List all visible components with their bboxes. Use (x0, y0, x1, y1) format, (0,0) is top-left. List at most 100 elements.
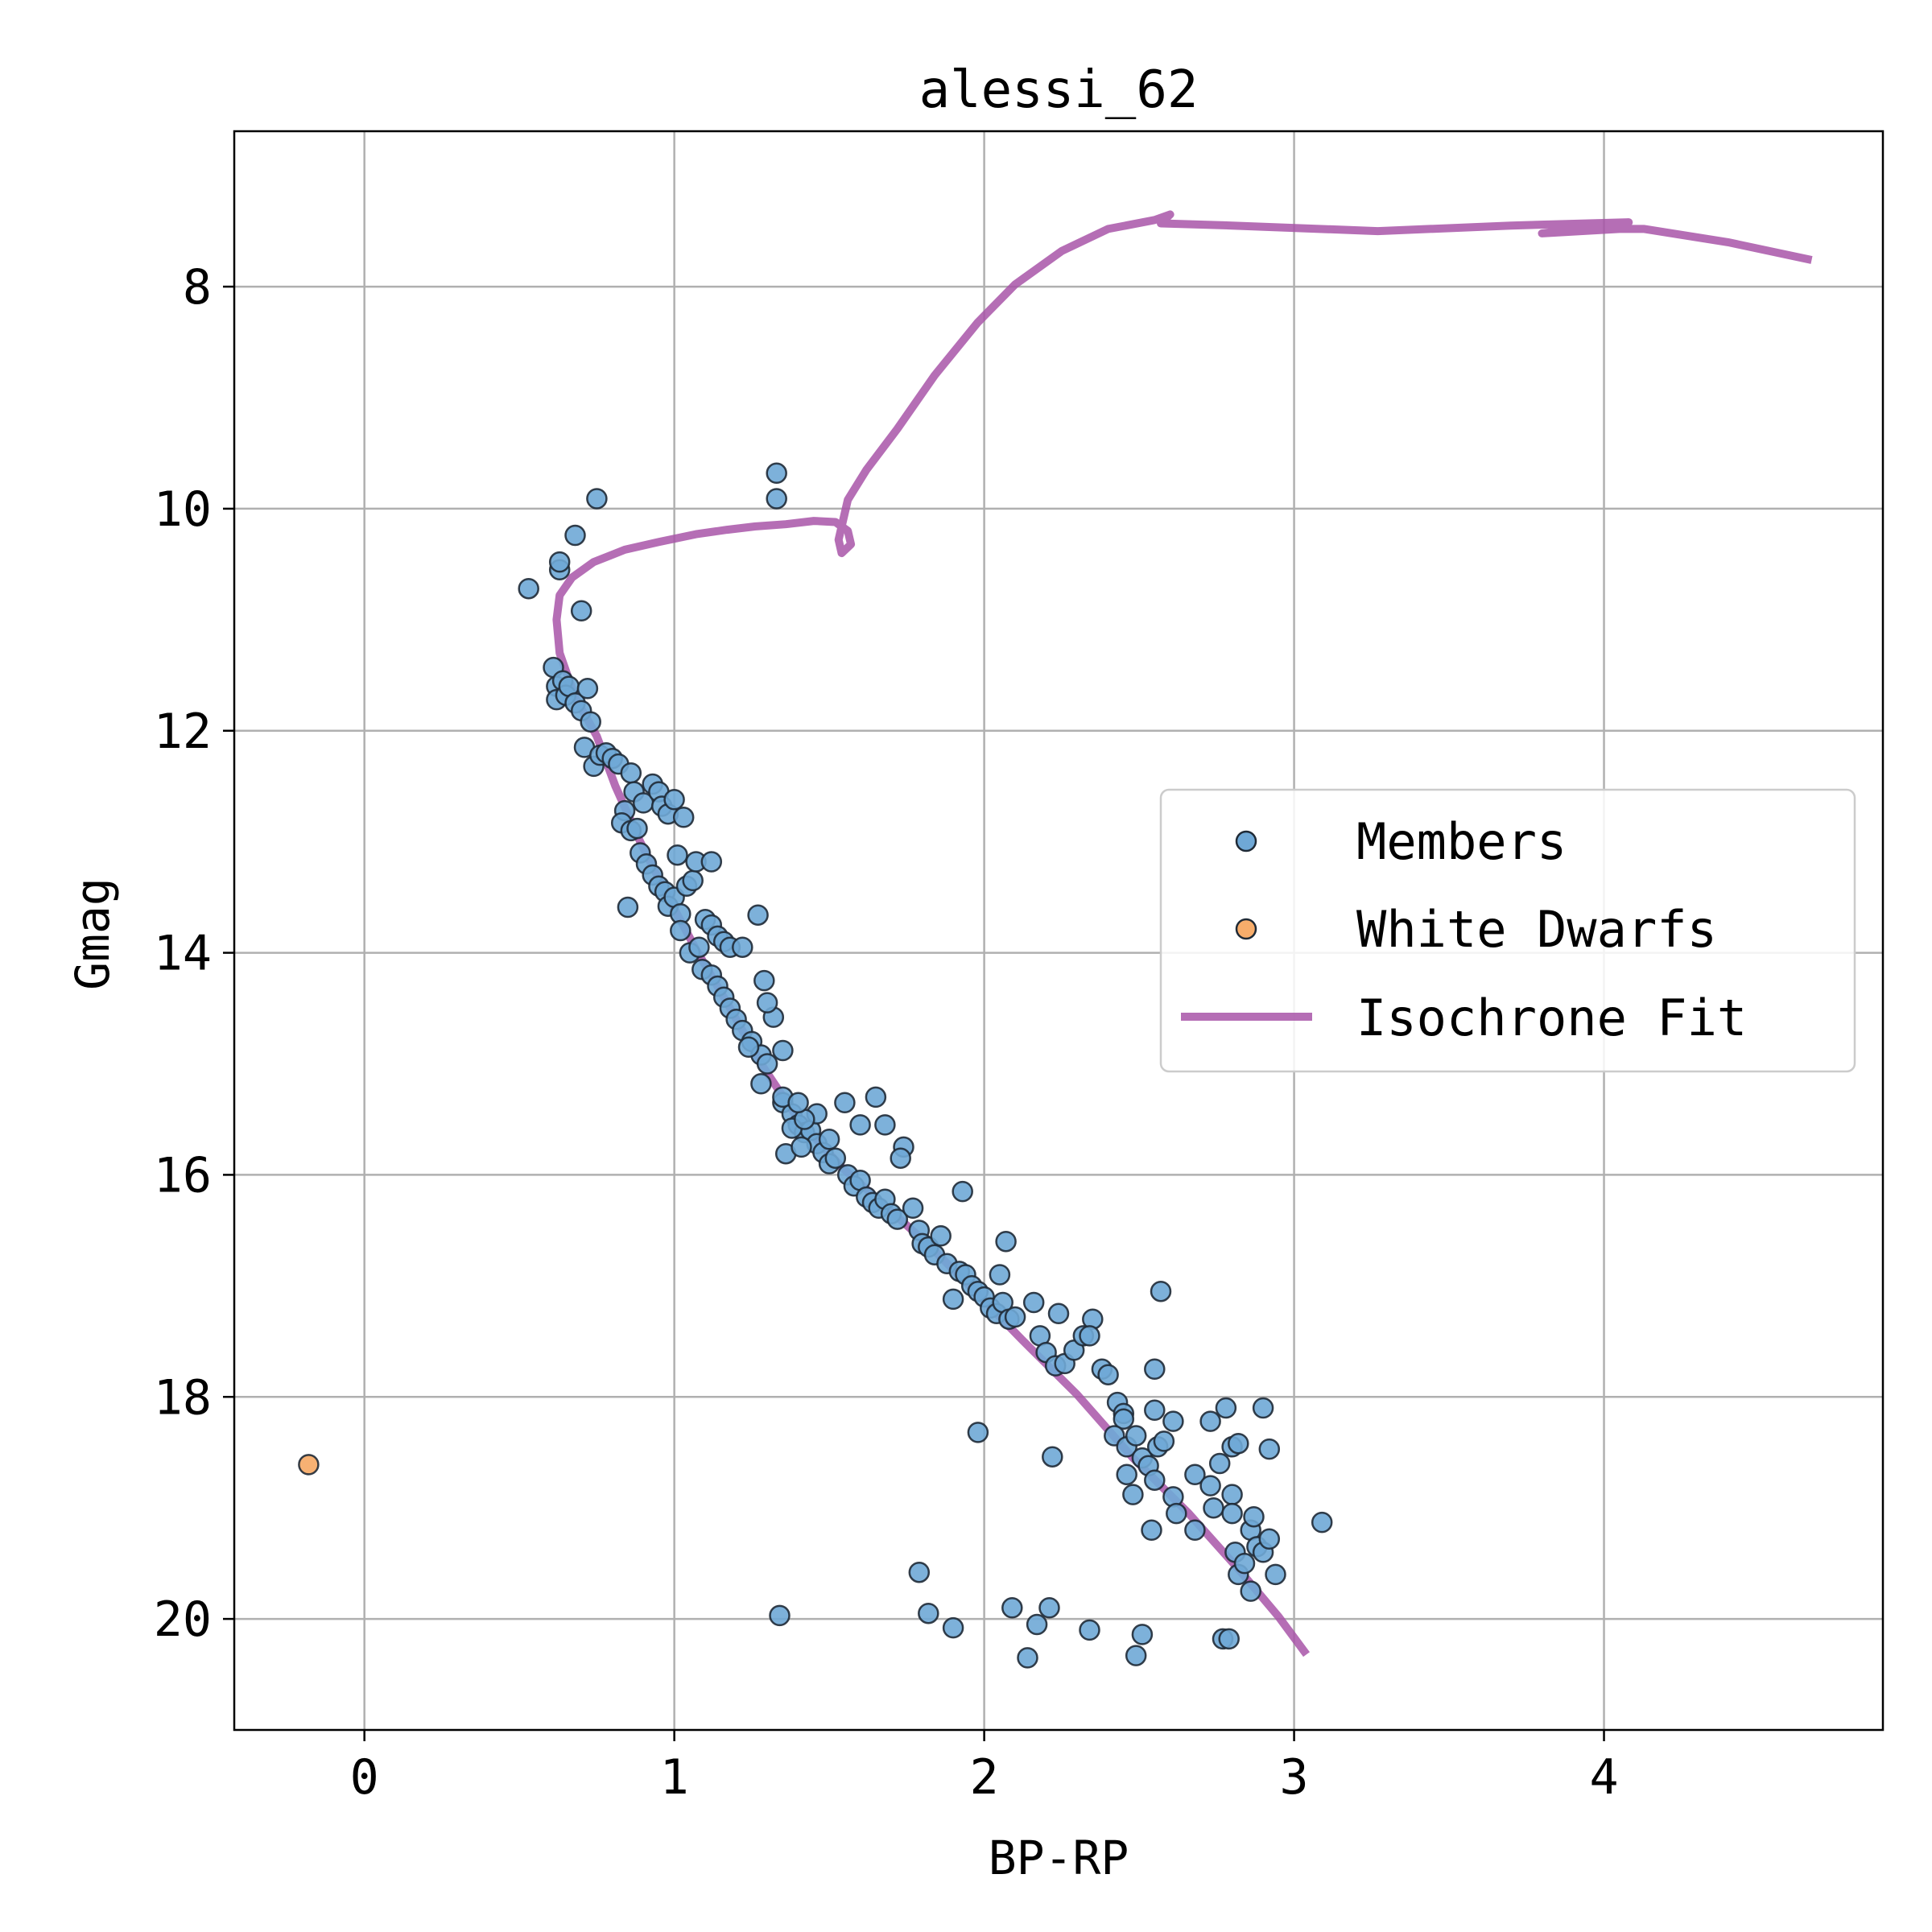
y-tick-label: 12 (154, 704, 212, 760)
member-point (586, 488, 608, 510)
member-point (1258, 1528, 1281, 1550)
member-point (1243, 1505, 1265, 1528)
member-point (787, 1092, 809, 1114)
member-point (626, 817, 648, 840)
member-point (1166, 1502, 1187, 1525)
member-point (1026, 1613, 1048, 1636)
member-point (1144, 1358, 1166, 1381)
member-point (617, 896, 639, 919)
member-point (1215, 1397, 1237, 1419)
x-tick-label: 4 (1589, 1749, 1618, 1806)
member-point (902, 1197, 924, 1220)
member-point (1038, 1597, 1060, 1619)
y-axis-label: Gmag (65, 877, 120, 990)
member-point (1004, 1306, 1026, 1328)
member-point (1141, 1519, 1162, 1542)
member-point (772, 1039, 794, 1062)
member-point (908, 1561, 931, 1583)
member-point (682, 869, 704, 892)
member-point (1203, 1496, 1224, 1519)
y-tick-label: 8 (183, 259, 212, 316)
member-point (1208, 1452, 1231, 1475)
member-point (1221, 1502, 1243, 1525)
member-point (732, 936, 753, 958)
member-point (1184, 1463, 1206, 1486)
member-point (620, 762, 642, 784)
member-point (1144, 1399, 1166, 1422)
member-point (1311, 1511, 1333, 1534)
y-tick-label: 18 (154, 1369, 212, 1426)
member-point (1252, 1397, 1274, 1419)
x-tick-label: 3 (1280, 1749, 1309, 1806)
member-point (766, 488, 787, 510)
member-point (890, 1147, 911, 1169)
member-point (1116, 1463, 1137, 1486)
member-point (1125, 1645, 1147, 1666)
y-tick-label: 16 (154, 1147, 212, 1203)
member-point (750, 1073, 772, 1095)
legend-members-label: Members (1356, 812, 1567, 871)
member-point (700, 851, 723, 873)
member-point (942, 1616, 964, 1639)
white-dwarf-point (298, 1454, 320, 1476)
member-point (737, 1036, 760, 1059)
x-tick-label: 1 (660, 1749, 689, 1806)
member-point (834, 1092, 856, 1114)
member-point (756, 992, 778, 1013)
y-tick-label: 14 (154, 926, 212, 982)
y-tick-label: 20 (154, 1591, 212, 1648)
member-point (918, 1602, 939, 1624)
member-point (670, 919, 691, 942)
member-point (791, 1136, 812, 1158)
legend-members-marker (1235, 830, 1257, 852)
member-point (672, 807, 695, 828)
member-point (1022, 1291, 1045, 1314)
member-point (548, 551, 571, 573)
member-point (1001, 1597, 1023, 1619)
member-point (1097, 1364, 1119, 1385)
member-point (1265, 1563, 1286, 1586)
member-point (1199, 1410, 1221, 1432)
member-point (564, 524, 586, 547)
member-point (1131, 1624, 1154, 1645)
member-point (1079, 1325, 1100, 1347)
member-point (865, 1086, 887, 1108)
member-point (1258, 1438, 1281, 1460)
member-point (1153, 1430, 1175, 1452)
member-point (769, 1604, 791, 1627)
member-point (1162, 1410, 1184, 1432)
member-point (667, 844, 688, 866)
x-axis-label: BP-RP (989, 1831, 1129, 1885)
member-point (1218, 1628, 1240, 1650)
member-point (1017, 1647, 1038, 1669)
member-point (580, 711, 601, 733)
member-point (756, 1053, 778, 1075)
legend-isochrone-label: Isochrone Fit (1356, 989, 1747, 1047)
member-point (930, 1225, 952, 1247)
member-point (1228, 1432, 1249, 1455)
member-point (1184, 1519, 1206, 1542)
legend: Members White Dwarfs Isochrone Fit (1159, 788, 1856, 1073)
member-point (753, 969, 775, 992)
member-point (1221, 1484, 1243, 1505)
member-point (1113, 1408, 1135, 1430)
member-point (1122, 1484, 1144, 1505)
member-point (688, 936, 710, 958)
legend-white-dwarfs-marker (1235, 918, 1257, 940)
member-point (886, 1208, 909, 1230)
y-tick-label: 10 (154, 481, 212, 538)
member-point (1042, 1446, 1063, 1468)
member-point (663, 789, 685, 811)
member-point (766, 462, 787, 485)
member-point (1199, 1475, 1221, 1496)
member-point (1079, 1619, 1100, 1641)
member-point (1144, 1469, 1166, 1491)
member-point (747, 904, 769, 926)
member-point (989, 1264, 1011, 1286)
member-point (818, 1129, 840, 1150)
chart-title: alessi_62 (919, 60, 1199, 120)
member-point (1240, 1580, 1261, 1602)
x-tick-label: 2 (970, 1749, 999, 1806)
